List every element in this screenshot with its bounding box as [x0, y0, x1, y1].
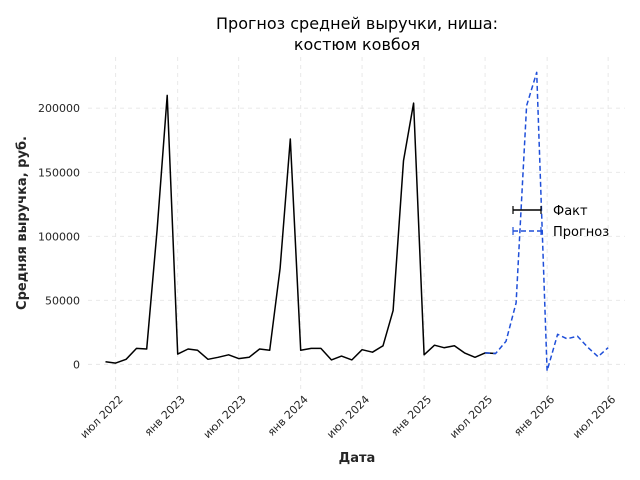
- y-tick-label: 200000: [38, 102, 80, 115]
- legend-label: Прогноз: [553, 225, 609, 240]
- x-tick-label: июл 2023: [201, 393, 249, 441]
- plot-area: [105, 71, 609, 372]
- x-tick-label: янв 2024: [265, 393, 311, 439]
- x-tick-label: янв 2025: [388, 393, 434, 439]
- y-tick-label: 150000: [38, 166, 80, 179]
- grid: [88, 57, 625, 390]
- series-line-fact: [105, 94, 496, 364]
- x-axis-label: Дата: [339, 451, 376, 466]
- x-tick-label: июл 2025: [447, 393, 495, 441]
- chart-title-line1: Прогноз средней выручки, ниша:: [216, 14, 498, 33]
- x-tick-label: июл 2026: [570, 393, 618, 441]
- x-tick-label: июл 2024: [324, 393, 372, 441]
- y-tick-label: 50000: [45, 294, 80, 307]
- y-tick-label: 100000: [38, 230, 80, 243]
- x-tick-label: янв 2026: [511, 393, 557, 439]
- x-tick-label: янв 2023: [142, 393, 188, 439]
- legend-label: Факт: [553, 204, 588, 219]
- y-tick-label: 0: [73, 358, 80, 371]
- series-line-forecast: [485, 71, 609, 372]
- x-tick-label: июл 2022: [78, 393, 126, 441]
- chart-title-line2: костюм ковбоя: [294, 35, 420, 54]
- legend: Факт Прогноз: [512, 204, 609, 240]
- chart-title: Прогноз средней выручки, ниша: костюм ко…: [216, 14, 498, 54]
- x-axis-ticks: июл 2022 янв 2023 июл 2023 янв 2024 июл 2024…: [78, 393, 619, 441]
- y-axis-ticks: 0 50000 100000 150000 200000: [38, 102, 80, 371]
- y-axis-label: Средняя выручка, руб.: [15, 136, 30, 310]
